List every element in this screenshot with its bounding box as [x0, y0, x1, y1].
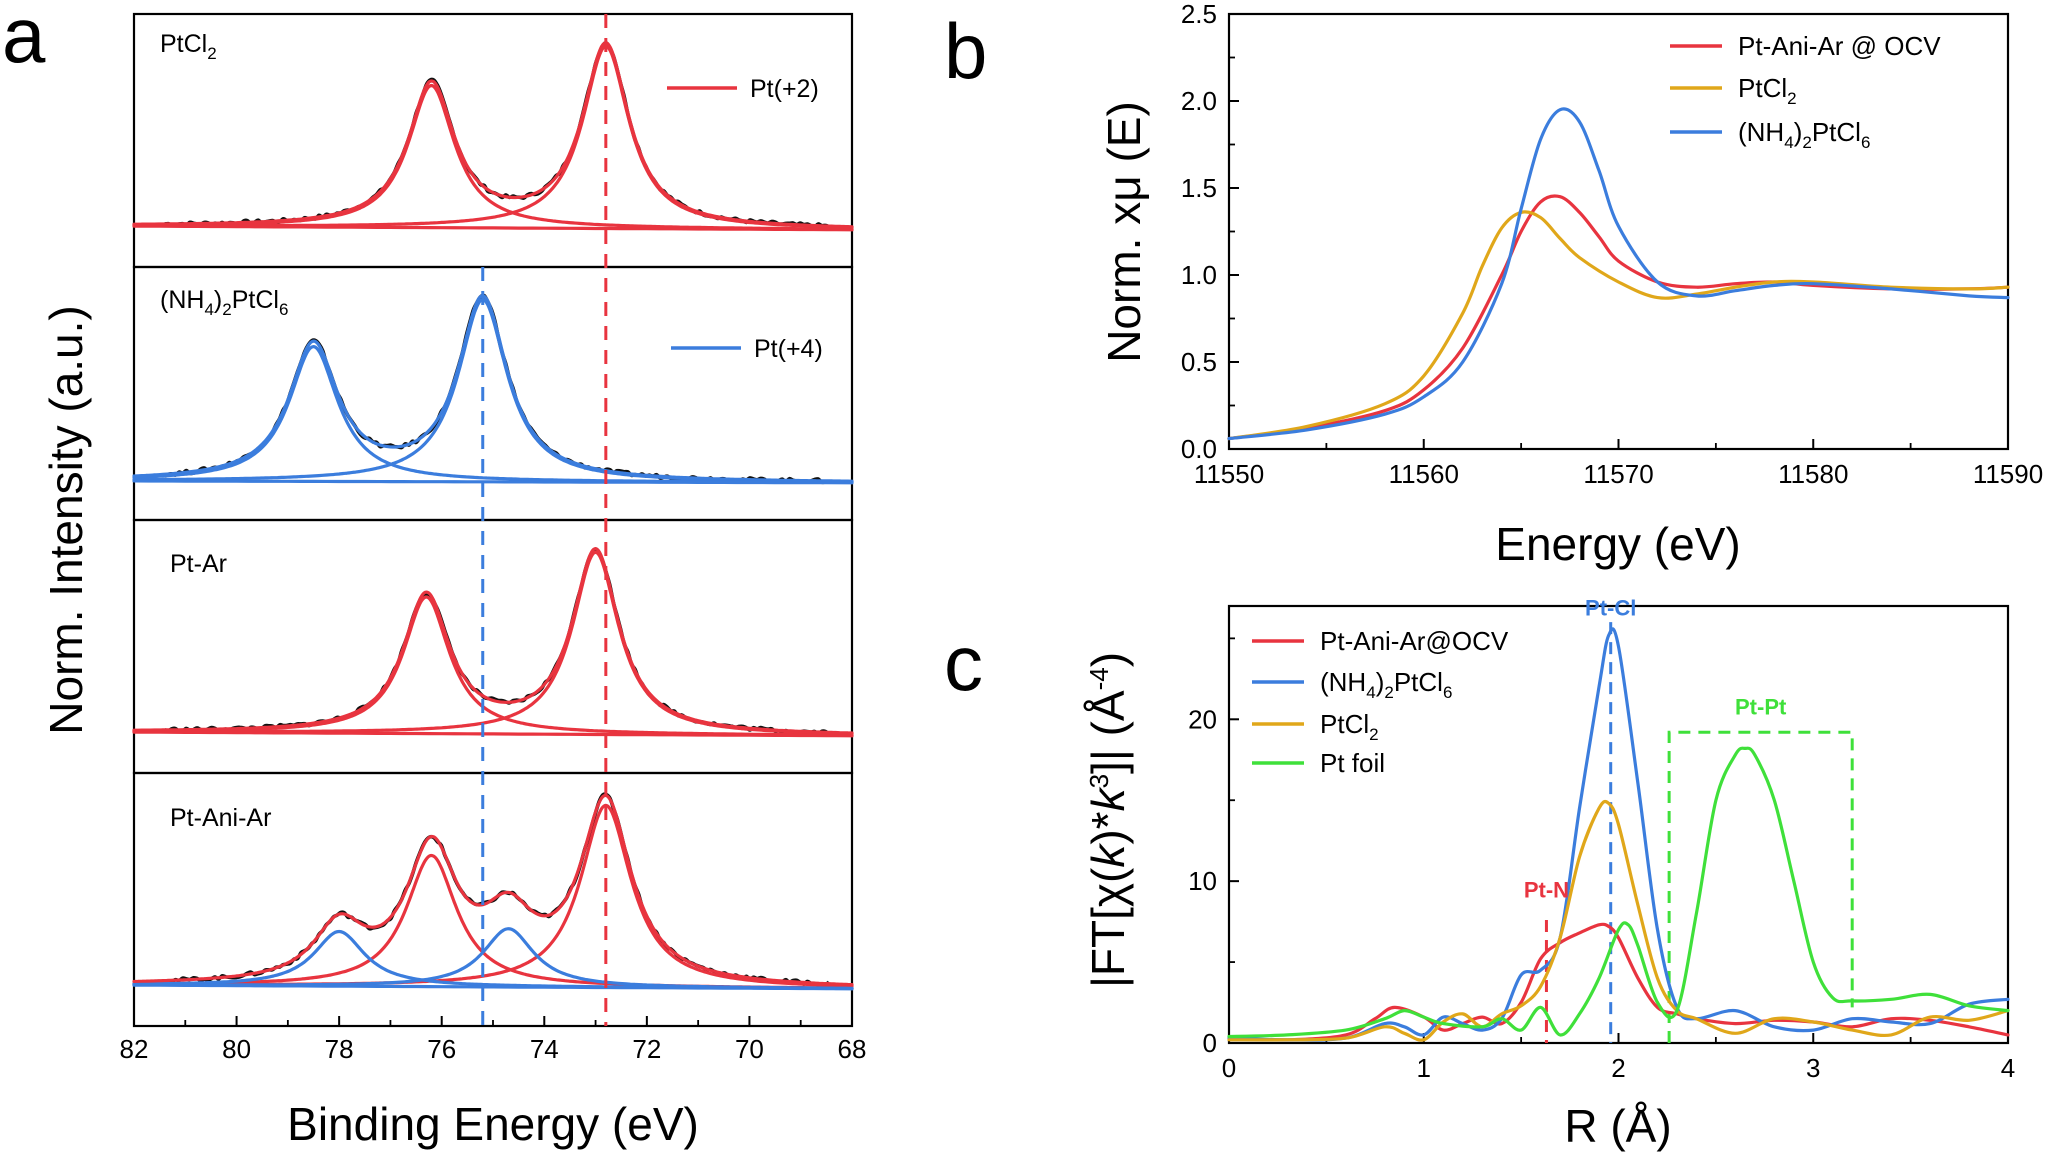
c-x-tick-label: 0 — [1222, 1053, 1236, 1083]
xps-component-blue — [132, 345, 854, 484]
xps-component-red — [132, 595, 854, 737]
xps-fit-envelope — [132, 41, 854, 229]
legend-c-ptcl2-label: PtCl2 — [1320, 709, 1379, 744]
legend-pt2-label: Pt(+2) — [750, 75, 819, 103]
xps-fit-envelope — [132, 547, 854, 735]
legend-c-ocv-label: Pt-Ani-Ar@OCV — [1320, 626, 1509, 656]
sample-label-nh4-ptcl6: (NH4)2PtCl6 — [160, 286, 288, 319]
a-x-tick-label: 82 — [120, 1034, 149, 1064]
xps-background — [132, 224, 854, 232]
panel-a-letter: a — [2, 0, 46, 79]
panel-b-x-axis-title: Energy (eV) — [1495, 518, 1740, 570]
c-x-tick-label: 4 — [2001, 1053, 2015, 1083]
a-x-tick-label: 80 — [222, 1034, 251, 1064]
panel-b-y-axis-title: Norm. xμ (E) — [1098, 101, 1150, 363]
panel-c: c 0 1 2 3 4 0 10 20 Pt-N Pt-Cl Pt-Pt Pt-Ani-Ar@… — [944, 596, 2015, 1152]
b-y-tick-label: 2.0 — [1181, 86, 1217, 116]
panel-c-curves — [1227, 627, 2010, 1042]
xanes-series-red — [1227, 194, 2010, 441]
legend-b-ptcl2-label: PtCl2 — [1738, 73, 1797, 108]
panel-a-curves — [132, 41, 854, 991]
c-x-tick-label: 2 — [1611, 1053, 1625, 1083]
panel-b-letter: b — [944, 7, 987, 95]
legend-c-nh4-label: (NH4)2PtCl6 — [1320, 667, 1452, 702]
sample-label-pt-ani-ar: Pt-Ani-Ar — [170, 804, 271, 832]
xps-component-red — [132, 44, 854, 229]
pt-cl-label: Pt-Cl — [1585, 596, 1636, 621]
xps-raw-spectrum — [164, 547, 830, 736]
xps-raw-spectrum — [164, 41, 830, 229]
a-x-tick-label: 70 — [735, 1034, 764, 1064]
c-x-tick-label: 3 — [1806, 1053, 1820, 1083]
panel-c-x-axis-title: R (Å) — [1564, 1100, 1671, 1152]
xps-component-blue — [132, 298, 854, 484]
xps-background — [132, 730, 854, 738]
pt-n-label: Pt-N — [1524, 877, 1569, 902]
xps-background — [132, 479, 854, 485]
xps-fit-envelope — [132, 793, 854, 987]
a-x-tick-label: 74 — [530, 1034, 559, 1064]
legend-b-ocv-label: Pt-Ani-Ar @ OCV — [1738, 31, 1941, 61]
b-y-tick-label: 1.0 — [1181, 260, 1217, 290]
legend-pt4-label: Pt(+4) — [754, 335, 823, 363]
panel-a-x-axis-title: Binding Energy (eV) — [287, 1098, 699, 1150]
exafs-series-blue — [1227, 627, 2010, 1042]
xanes-series-blue — [1227, 107, 2010, 441]
b-x-tick-label: 11570 — [1583, 459, 1653, 489]
panel-c-letter: c — [944, 619, 983, 707]
b-x-tick-label: 11590 — [1973, 459, 2043, 489]
c-y-tick-label: 0 — [1203, 1028, 1217, 1058]
panel-c-ticks: 0 1 2 3 4 0 10 20 — [1188, 637, 2015, 1083]
exafs-series-orange — [1227, 799, 2010, 1042]
xps-fit-envelope — [132, 294, 854, 483]
pt-pt-label: Pt-Pt — [1735, 694, 1787, 719]
a-x-tick-label: 68 — [838, 1034, 867, 1064]
b-y-tick-label: 0.5 — [1181, 347, 1217, 377]
b-y-tick-label: 0.0 — [1181, 434, 1217, 464]
pt-pt-region-box — [1667, 730, 1854, 1043]
a-x-tick-label: 78 — [325, 1034, 354, 1064]
panel-a: a 82 80 78 76 74 72 70 68 PtCl2 (NH4)2PtCl6 Pt-… — [2, 0, 866, 1150]
xps-component-red — [132, 550, 854, 736]
panel-a-x-ticks: 82 80 78 76 74 72 70 68 — [120, 1016, 867, 1064]
sample-label-pt-ar: Pt-Ar — [170, 550, 227, 578]
xps-component-red — [132, 83, 854, 231]
b-y-tick-label: 1.5 — [1181, 173, 1217, 203]
b-x-tick-label: 11560 — [1389, 459, 1459, 489]
a-x-tick-label: 72 — [632, 1034, 661, 1064]
c-y-tick-label: 20 — [1188, 704, 1217, 734]
panel-b: b 11550 11560 11570 11580 11590 0.0 0.5 1.0 1.5 2… — [944, 0, 2043, 570]
xanes-series-orange — [1227, 210, 2010, 441]
panel-c-y-axis-title: |FT[χ(k)*k3]| (Å-4) — [1082, 652, 1134, 988]
b-x-tick-label: 11550 — [1194, 459, 1264, 489]
b-x-tick-label: 11580 — [1778, 459, 1848, 489]
xps-component-red — [132, 853, 854, 990]
c-x-tick-label: 1 — [1417, 1053, 1431, 1083]
panel-a-y-axis-title: Norm. Intensity (a.u.) — [40, 305, 92, 734]
c-y-tick-label: 10 — [1188, 866, 1217, 896]
sample-label-ptcl2: PtCl2 — [160, 30, 217, 63]
legend-c-foil-label: Pt foil — [1320, 748, 1385, 778]
b-y-tick-label: 2.5 — [1181, 0, 1217, 29]
a-x-tick-label: 76 — [427, 1034, 456, 1064]
xps-background — [132, 983, 854, 991]
legend-b-nh4-label: (NH4)2PtCl6 — [1738, 117, 1870, 152]
panel-b-frame — [1227, 12, 2010, 451]
panel-b-curves — [1227, 107, 2010, 441]
panel-b-ticks: 11550 11560 11570 11580 11590 0.0 0.5 1.0 1.5 2.0… — [1181, 0, 2043, 489]
exafs-series-green — [1227, 746, 2010, 1039]
